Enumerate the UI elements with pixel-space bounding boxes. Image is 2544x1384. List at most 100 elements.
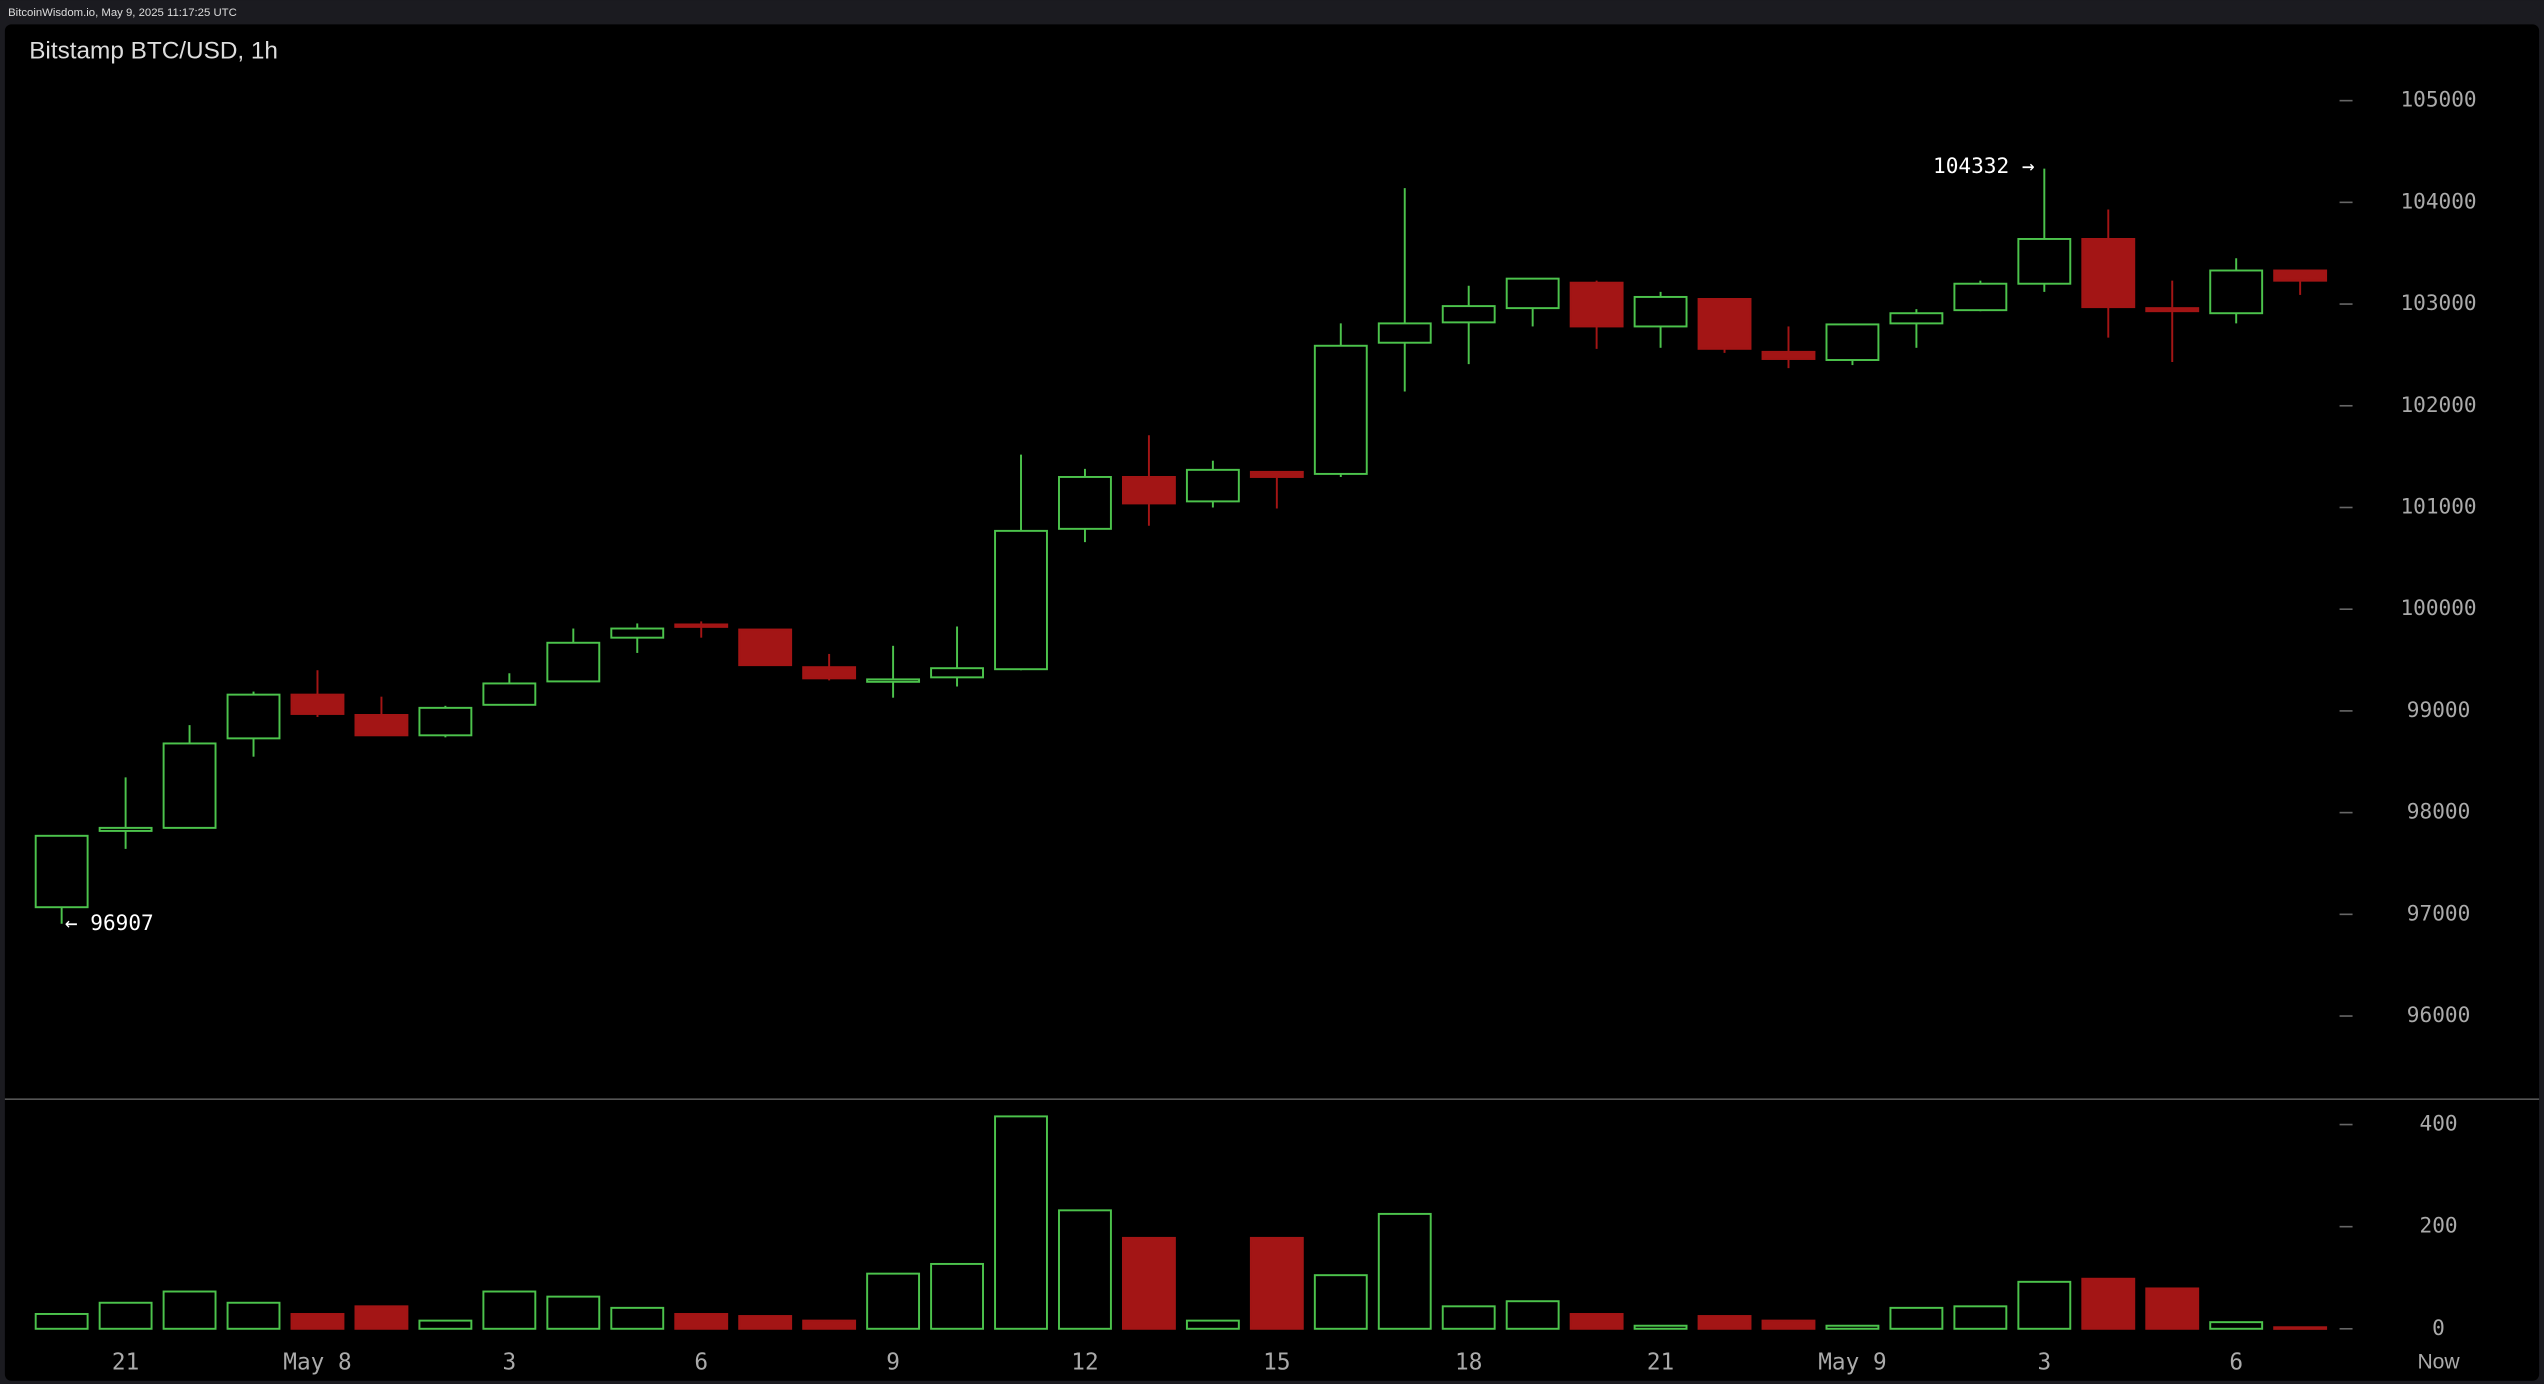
volume-bar bbox=[930, 1262, 984, 1330]
x-tick-label: May 9 bbox=[1818, 1349, 1886, 1375]
volume-bar bbox=[1313, 1274, 1368, 1330]
candle-body bbox=[482, 682, 537, 706]
volume-bar bbox=[610, 1306, 665, 1330]
candle-body bbox=[290, 693, 345, 715]
candle-body bbox=[418, 706, 473, 737]
volume-bar bbox=[2209, 1321, 2264, 1330]
volume-bar bbox=[2017, 1280, 2072, 1330]
volume-bar bbox=[1249, 1236, 1304, 1330]
annotation: ← 96907 bbox=[65, 910, 154, 935]
volume-bar bbox=[34, 1313, 89, 1330]
candle-body bbox=[1761, 350, 1816, 360]
candle-body bbox=[610, 627, 665, 639]
volume-bar bbox=[994, 1115, 1048, 1330]
x-tick-label: 21 bbox=[1647, 1349, 1674, 1375]
x-tick-label: May 8 bbox=[283, 1349, 351, 1375]
volume-bar bbox=[1953, 1305, 2008, 1330]
volume-bar bbox=[482, 1290, 537, 1330]
volume-bar bbox=[1121, 1236, 1176, 1330]
volume-bar bbox=[1185, 1319, 1240, 1330]
chart-panel bbox=[4, 24, 2540, 1381]
volume-tick-label: 200 bbox=[2420, 1213, 2458, 1238]
y-tick-label: 96000 bbox=[2407, 1002, 2470, 1027]
x-tick-label: 9 bbox=[886, 1349, 900, 1375]
volume-tick-label: 400 bbox=[2420, 1111, 2458, 1136]
header: BitcoinWisdom.io, May 9, 2025 11:17:25 U… bbox=[8, 7, 237, 19]
candle-body bbox=[2017, 237, 2072, 285]
y-tick-label: 98000 bbox=[2407, 799, 2470, 824]
volume-bar bbox=[1697, 1315, 1752, 1330]
candle-body bbox=[2209, 269, 2264, 315]
candle-body bbox=[1569, 281, 1624, 328]
y-tick-label: 103000 bbox=[2400, 290, 2476, 315]
volume-bar bbox=[162, 1290, 217, 1330]
volume-tick-label: 0 bbox=[2432, 1315, 2445, 1340]
volume-bar bbox=[1505, 1300, 1560, 1330]
volume-bar bbox=[1889, 1306, 1944, 1330]
y-tick-label: 101000 bbox=[2400, 493, 2476, 518]
candle-body bbox=[34, 834, 89, 909]
candle-body bbox=[1249, 470, 1304, 478]
candle-body bbox=[546, 641, 601, 683]
candle-body bbox=[1121, 475, 1176, 505]
candle-body bbox=[1825, 323, 1880, 361]
candle-body bbox=[994, 529, 1048, 671]
x-tick-label: 15 bbox=[1263, 1349, 1290, 1375]
volume-bar bbox=[2081, 1277, 2136, 1330]
candle-body bbox=[1313, 344, 1368, 475]
candle-body bbox=[1505, 277, 1560, 310]
candle-body bbox=[1953, 282, 2008, 312]
candle-body bbox=[1058, 475, 1112, 530]
x-tick-label: 6 bbox=[694, 1349, 708, 1375]
candle-body bbox=[162, 742, 217, 829]
volume-bar bbox=[2273, 1326, 2328, 1330]
volume-bar bbox=[1569, 1313, 1624, 1330]
volume-bar bbox=[2145, 1287, 2200, 1330]
volume-bar bbox=[1761, 1319, 1816, 1330]
y-tick-label: 102000 bbox=[2400, 392, 2476, 417]
candle-body bbox=[354, 714, 409, 737]
volume-bar bbox=[290, 1313, 345, 1330]
candle-body bbox=[930, 667, 984, 679]
x-tick-label: 6 bbox=[2229, 1349, 2243, 1375]
volume-bar bbox=[866, 1272, 921, 1330]
x-tick-label: 21 bbox=[112, 1349, 139, 1375]
candle-body bbox=[98, 826, 153, 832]
volume-bar bbox=[546, 1295, 601, 1330]
candle-body bbox=[1377, 322, 1432, 344]
x-tick-label: 3 bbox=[503, 1349, 517, 1375]
volume-bar bbox=[418, 1319, 473, 1330]
candle-body bbox=[2145, 307, 2200, 313]
x-tick-label: 12 bbox=[1071, 1349, 1098, 1375]
candle-body bbox=[2273, 269, 2328, 282]
candle-body bbox=[738, 628, 793, 667]
candle-body bbox=[1441, 305, 1496, 324]
volume-bar bbox=[354, 1305, 409, 1330]
y-tick-label: 100000 bbox=[2400, 595, 2476, 620]
y-tick-label: 97000 bbox=[2407, 900, 2470, 925]
x-tick-label: 3 bbox=[2037, 1349, 2051, 1375]
volume-bar bbox=[1058, 1209, 1112, 1330]
candle-body bbox=[1185, 468, 1240, 503]
candle-body bbox=[226, 693, 281, 740]
volume-bar bbox=[802, 1319, 857, 1330]
y-tick-label: 105000 bbox=[2400, 87, 2476, 112]
candle-body bbox=[802, 666, 857, 680]
candle-body bbox=[866, 678, 921, 683]
volume-bar bbox=[1633, 1324, 1688, 1330]
volume-bar bbox=[1377, 1212, 1432, 1330]
y-tick-label: 99000 bbox=[2407, 697, 2470, 722]
volume-bar bbox=[1825, 1324, 1880, 1330]
chart-title: Bitstamp BTC/USD, 1h bbox=[29, 37, 278, 64]
x-tick-label: 18 bbox=[1455, 1349, 1482, 1375]
candle-body bbox=[1697, 298, 1752, 350]
volume-bar bbox=[226, 1301, 281, 1330]
volume-bar bbox=[1441, 1305, 1496, 1330]
volume-bar bbox=[674, 1313, 729, 1330]
candle-body bbox=[674, 623, 729, 628]
candle-body bbox=[1633, 295, 1688, 328]
candle-body bbox=[1889, 312, 1944, 325]
x-now-label: Now bbox=[2417, 1350, 2460, 1373]
